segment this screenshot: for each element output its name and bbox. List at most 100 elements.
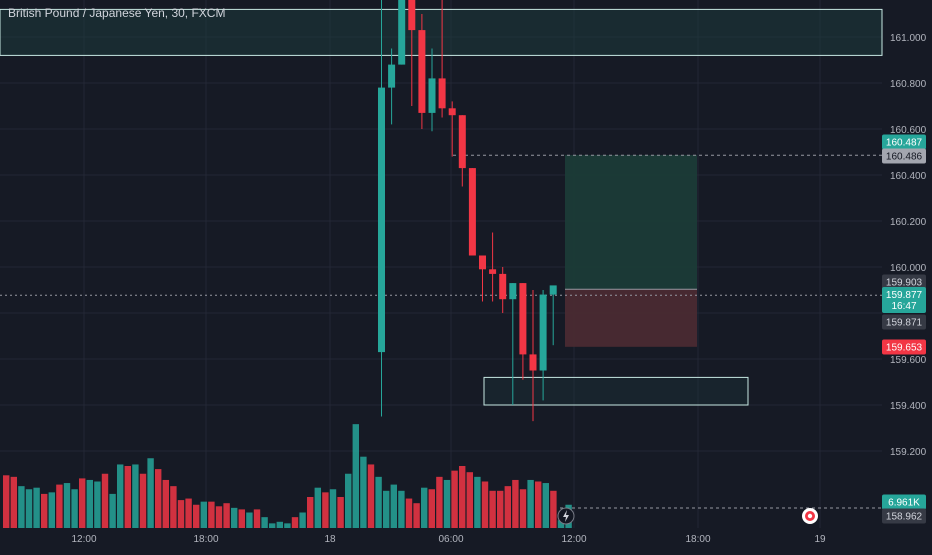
y-tick-label: 159.200	[890, 447, 927, 458]
volume-bar	[337, 497, 344, 528]
volume-bar	[352, 424, 359, 528]
volume-bar	[86, 479, 93, 528]
volume-bar	[398, 490, 405, 528]
volume-bar	[124, 466, 131, 528]
x-tick-label: 06:00	[438, 534, 463, 545]
candle-body	[418, 30, 426, 113]
volume-bar	[443, 479, 451, 528]
stop-price-tag	[882, 339, 926, 355]
candle-body	[539, 294, 547, 371]
volume-bar	[215, 506, 223, 528]
volume-bar	[170, 486, 177, 528]
volume-bar	[405, 498, 413, 528]
volume-bar	[527, 479, 534, 528]
volume-bar	[307, 497, 314, 528]
volume-bar	[155, 469, 162, 528]
candle-body	[529, 354, 537, 371]
volume-bar	[10, 476, 17, 528]
volume-bar	[18, 486, 25, 528]
volume-bar	[459, 466, 466, 528]
candle-body	[489, 269, 497, 274]
x-tick-label: 18:00	[193, 534, 218, 545]
volume-bar	[360, 456, 367, 528]
volume-bar	[284, 523, 291, 528]
volume-bar	[322, 492, 329, 528]
volume-bar	[41, 493, 48, 528]
volume-bar	[489, 490, 496, 528]
volume-bar	[504, 486, 511, 528]
volume-bar	[375, 476, 382, 528]
current-price-tag-text: 159.877	[886, 290, 923, 301]
volume-bar	[428, 489, 435, 528]
y-tick-label: 160.000	[890, 263, 927, 274]
low-ref-tag	[882, 508, 926, 524]
target-ref-tag-text: 160.486	[886, 152, 923, 163]
volume-bar	[223, 503, 230, 528]
volume-bar	[299, 512, 306, 528]
volume-bar	[329, 489, 337, 528]
x-tick-label: 18:00	[685, 534, 710, 545]
lightning-icon-glyph	[563, 510, 569, 522]
supply-zone	[0, 8, 883, 56]
volume-bar	[474, 476, 481, 528]
candle-body	[499, 273, 507, 300]
y-tick-label: 160.200	[890, 217, 927, 228]
volume-tag-text: 6.961K	[888, 498, 920, 509]
current-price-tag	[882, 287, 926, 313]
volume-tag	[882, 494, 926, 510]
volume-bar	[542, 483, 549, 528]
y-tick-label: 160.400	[890, 171, 927, 182]
volume-bar	[208, 501, 215, 528]
volume-bar	[451, 470, 458, 528]
volume-bar	[3, 475, 10, 528]
volume-bar	[345, 473, 352, 528]
volume-bar	[383, 490, 390, 528]
volume-bar	[117, 464, 124, 528]
stop-price-tag-text: 159.653	[886, 343, 923, 354]
candle-body	[378, 87, 385, 353]
volume-bar	[291, 517, 299, 528]
target-price-tag-text: 160.487	[886, 138, 923, 149]
volume-bar	[269, 523, 276, 528]
volume-bar	[177, 500, 185, 528]
volume-bar	[94, 481, 101, 528]
target-price-tag	[882, 134, 926, 150]
x-tick-label: 19	[814, 534, 826, 545]
y-tick-label: 159.600	[890, 355, 927, 366]
volume-bar	[193, 504, 200, 528]
profit-zone	[565, 154, 697, 290]
volume-bar	[200, 501, 207, 528]
volume-bar	[63, 483, 71, 528]
volume-bar	[519, 489, 527, 528]
x-tick-label: 18	[324, 534, 336, 545]
y-tick-label: 161.000	[890, 33, 927, 44]
candle-body	[509, 283, 517, 300]
volume-bar	[390, 484, 397, 528]
volume-bar	[25, 489, 33, 528]
candle-body	[398, 0, 406, 65]
volume-bar	[421, 487, 428, 528]
volume-bar	[314, 487, 321, 528]
volume-bar	[253, 509, 261, 528]
volume-bar	[162, 479, 169, 528]
volume-bar	[101, 473, 109, 528]
y-tick-label: 159.400	[890, 401, 927, 412]
volume-bar	[413, 503, 420, 528]
bid-price-tag	[882, 314, 926, 330]
y-tick-label: 160.600	[890, 125, 927, 136]
candle-body	[458, 115, 466, 169]
candle-body	[428, 78, 436, 113]
target-ref-tag	[882, 148, 926, 164]
x-tick-label: 12:00	[71, 534, 96, 545]
volume-bar	[147, 458, 154, 528]
volume-bar	[367, 464, 375, 528]
volume-bar	[132, 464, 139, 528]
entry-price-tag	[882, 274, 926, 290]
chart-title: British Pound / Japanese Yen, 30, FXCM	[8, 6, 226, 20]
volume-bar	[246, 512, 253, 528]
current-price-tag-text: 16:47	[891, 301, 916, 312]
candle-body	[408, 0, 416, 31]
volume-bar	[79, 478, 86, 528]
